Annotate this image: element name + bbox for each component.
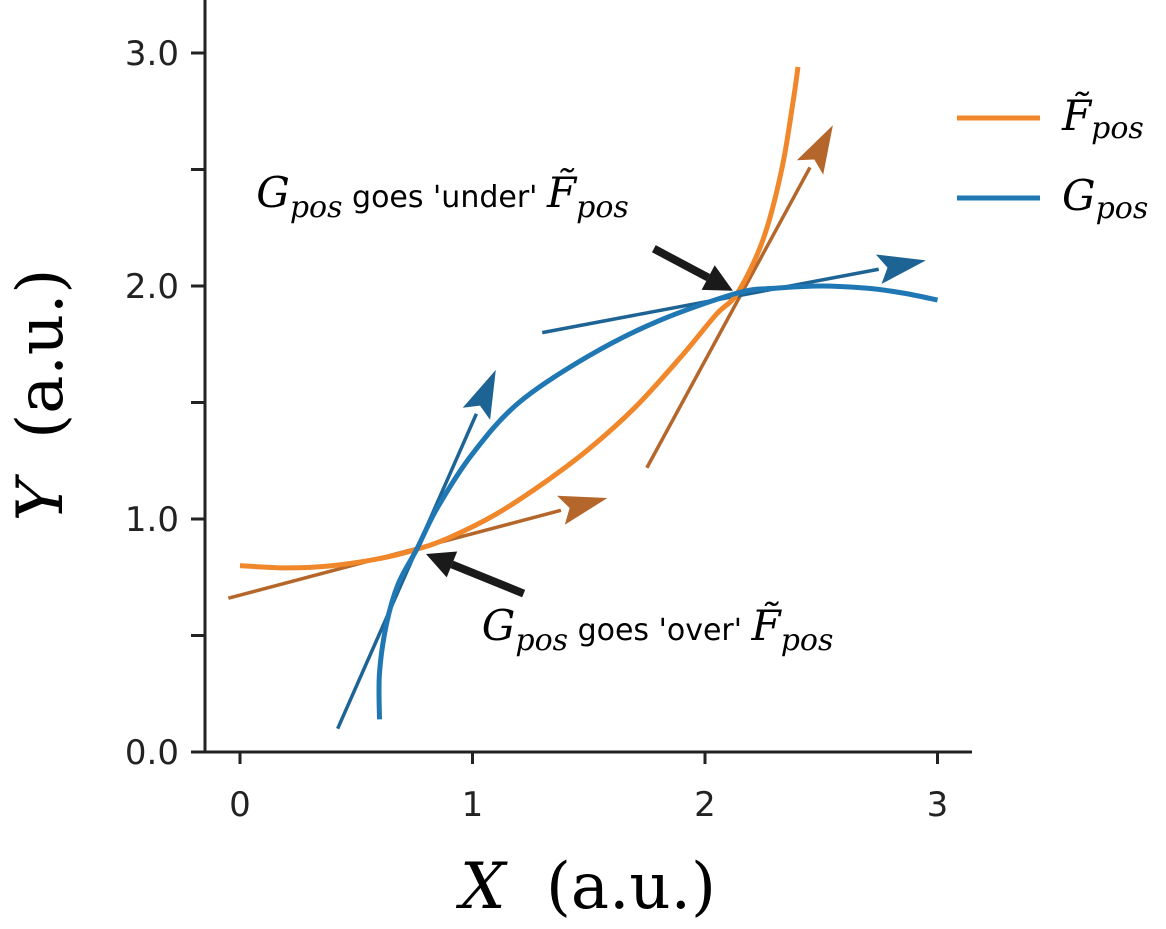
- annotation-math-sub: pos: [515, 623, 568, 658]
- annotation-math-sub: pos: [781, 623, 834, 658]
- annotation-math-f: F̃: [751, 601, 783, 651]
- tangent-arrow-head: [557, 495, 608, 525]
- tangent-arrow-head: [796, 125, 833, 175]
- y-axis-var: Y: [4, 473, 78, 521]
- y-axis-unit: (a.u.): [4, 269, 78, 439]
- annotation-math-sub: pos: [290, 190, 343, 225]
- tangent-arrow: [645, 125, 833, 469]
- x-axis-unit: (a.u.): [546, 850, 716, 924]
- annotation-math-g: G: [482, 601, 516, 650]
- y-axis-ticks: 0.0 1.0 2.0 3.0: [125, 34, 205, 773]
- annotation-arrow-head: [426, 551, 458, 578]
- series-f-pos-line: [239, 66, 801, 571]
- annotation-arrow-shaft: [651, 245, 711, 282]
- y-tick-label: 2.0: [125, 267, 179, 307]
- series-g-pos-line: [376, 283, 939, 720]
- legend-label: F̃pos: [1061, 90, 1144, 146]
- x-axis-ticks: 0 1 2 3: [229, 752, 948, 825]
- annotation-label: goes 'under': [343, 180, 547, 215]
- annotation-label: goes 'over': [568, 613, 752, 648]
- annotation-math-sub: pos: [576, 190, 629, 225]
- legend-math-sub: pos: [1091, 111, 1144, 146]
- annotation-over: Gpos goes 'over' F̃pos: [426, 551, 834, 659]
- tangent-arrow-shaft: [645, 166, 812, 469]
- y-tick-label: 3.0: [125, 34, 179, 74]
- legend-math-sub: pos: [1096, 191, 1149, 226]
- annotation-arrow-head: [701, 265, 733, 291]
- legend-math: G: [1062, 171, 1096, 220]
- legend-entry: F̃pos: [957, 90, 1144, 146]
- legend-entry: Gpos: [957, 171, 1148, 226]
- plot-area: [227, 66, 939, 730]
- legend-label: Gpos: [1062, 171, 1148, 226]
- legend-math: F̃: [1061, 90, 1093, 140]
- annotation-math-f: F̃: [546, 167, 578, 217]
- annotation-math-g: G: [256, 168, 290, 217]
- y-tick-label: 1.0: [125, 500, 179, 540]
- y-axis-label: Y (a.u.): [4, 269, 78, 522]
- tangent-arrow-head: [462, 369, 496, 420]
- x-tick-label: 1: [462, 785, 484, 825]
- x-tick-label: 2: [694, 785, 716, 825]
- x-axis-label: X (a.u.): [455, 850, 716, 924]
- annotation-under: Gpos goes 'under' F̃pos: [256, 167, 733, 291]
- x-tick-label: 0: [229, 785, 251, 825]
- x-tick-label: 3: [927, 785, 949, 825]
- annotation-text: Gpos goes 'under' F̃pos: [256, 167, 629, 225]
- x-axis-var: X: [455, 850, 508, 924]
- annotation-text: Gpos goes 'over' F̃pos: [482, 601, 834, 659]
- annotation-arrow-shaft: [450, 560, 526, 598]
- y-tick-label: 0.0: [125, 733, 179, 773]
- tangent-arrow-head: [875, 254, 926, 284]
